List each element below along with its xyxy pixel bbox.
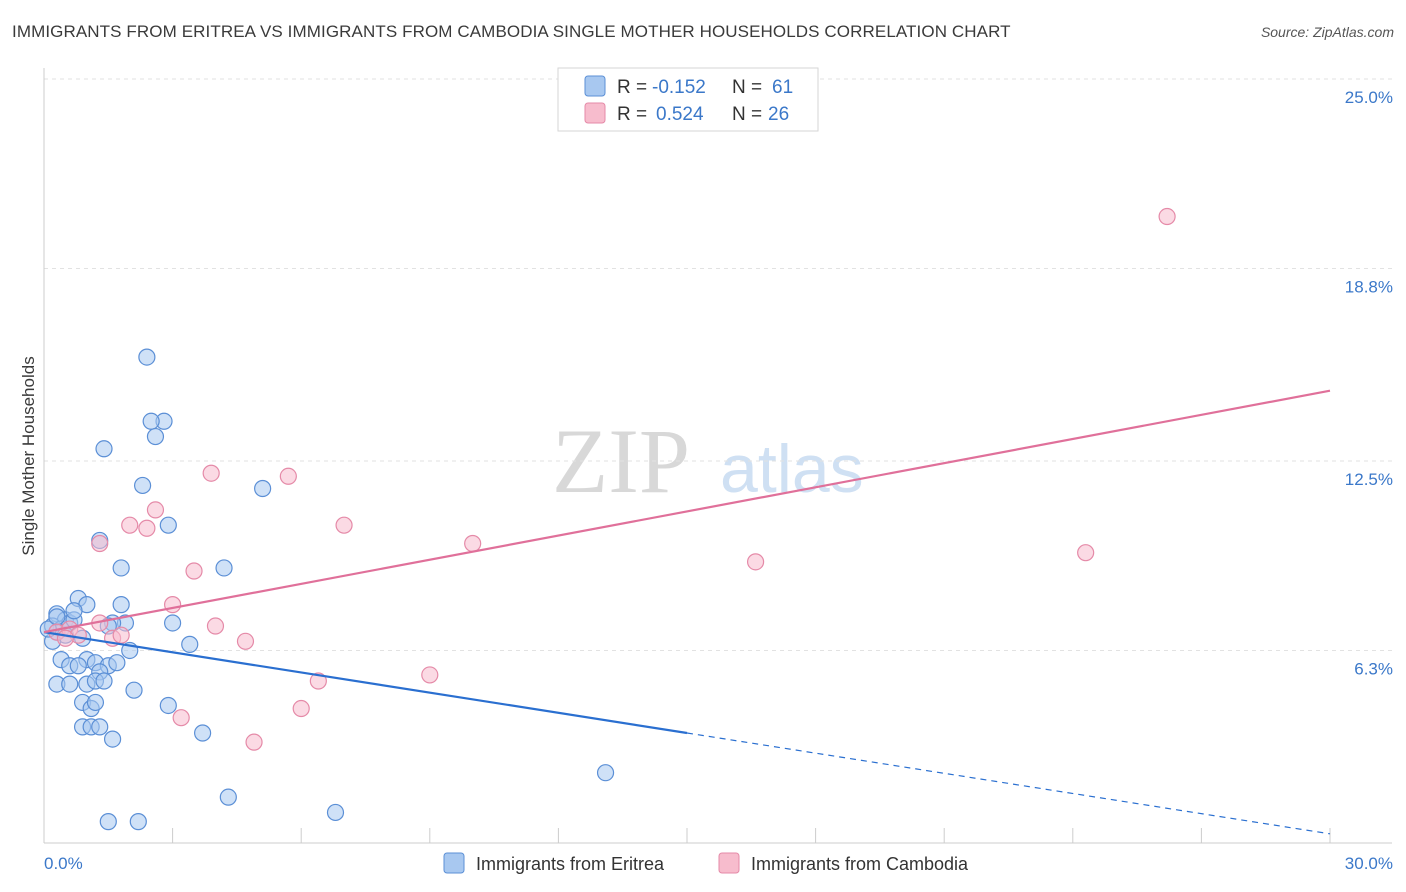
series-legend-swatch-cambodia (718, 852, 740, 874)
cambodia-point (112, 626, 130, 644)
eritrea-point (86, 693, 105, 712)
eritrea-point (91, 718, 109, 736)
gridlines (44, 78, 1392, 651)
y-axis-label: Single Mother Households (19, 356, 38, 555)
x-axis-ticks (43, 828, 1331, 843)
eritrea-point (125, 681, 143, 699)
y-tick-label: 6.3% (1354, 659, 1393, 678)
eritrea-point (181, 635, 199, 653)
eritrea-point (129, 813, 147, 831)
series-legend-swatch-eritrea (443, 852, 465, 874)
eritrea-point (142, 412, 160, 430)
eritrea-point (326, 803, 345, 822)
legend-swatch-cambodia (584, 102, 606, 124)
eritrea-point (108, 654, 126, 672)
y-tick-label: 25.0% (1345, 88, 1393, 107)
legend-r-label-cambodia: R = (617, 104, 647, 125)
cambodia-trendline (43, 389, 1331, 634)
cambodia-point (335, 516, 353, 534)
cambodia-point (185, 562, 203, 580)
series-legend-label-eritrea: Immigrants from Eritrea (476, 854, 665, 874)
trendlines (43, 389, 1331, 835)
cambodia-points (48, 207, 1176, 751)
cambodia-point (121, 516, 139, 534)
y-tick-label: 18.8% (1345, 277, 1393, 296)
cambodia-point (1158, 207, 1176, 226)
eritrea-point (138, 348, 156, 366)
eritrea-points (39, 348, 615, 831)
cambodia-point (464, 534, 482, 553)
cambodia-point (164, 596, 182, 614)
eritrea-point (61, 675, 79, 693)
eritrea-point (112, 596, 130, 614)
eritrea-trendline-extension (686, 732, 1331, 835)
legend-r-value-cambodia: 0.524 (656, 104, 704, 125)
legend-swatch-eritrea (584, 75, 606, 97)
cambodia-point (1077, 544, 1095, 562)
eritrea-point (596, 764, 615, 782)
cambodia-point (202, 464, 220, 482)
eritrea-point (65, 602, 83, 620)
y-tick-labels: 25.0% 18.8% 12.5% 6.3% (1345, 88, 1393, 678)
cambodia-point (236, 632, 255, 650)
watermark-atlas: atlas (720, 431, 864, 507)
eritrea-point (95, 440, 113, 458)
cambodia-point (292, 699, 310, 718)
eritrea-point (159, 516, 177, 534)
eritrea-point (69, 657, 87, 675)
eritrea-point (215, 559, 233, 577)
cambodia-point (746, 553, 765, 571)
eritrea-point (254, 479, 272, 498)
cambodia-point (56, 629, 75, 647)
cambodia-point (172, 709, 190, 727)
legend-n-label-cambodia: N = (732, 104, 762, 125)
eritrea-point (164, 614, 182, 632)
legend-n-value-eritrea: 61 (772, 77, 793, 98)
cambodia-point (421, 666, 439, 684)
cambodia-point (279, 467, 297, 485)
series-legend-label-cambodia: Immigrants from Cambodia (751, 854, 969, 874)
eritrea-point (95, 672, 113, 690)
legend-n-label-eritrea: N = (732, 77, 762, 98)
eritrea-point (99, 813, 117, 831)
x-tick-label-min: 0.0% (44, 854, 83, 873)
eritrea-trendline (43, 631, 688, 735)
cambodia-point (245, 733, 263, 751)
cambodia-point (309, 672, 327, 690)
legend-r-value-eritrea: -0.152 (652, 77, 706, 98)
correlation-legend: R = -0.152 N = 61 R = 0.524 N = 26 (557, 67, 819, 132)
y-tick-label: 12.5% (1345, 470, 1393, 489)
legend-n-value-cambodia: 26 (768, 104, 789, 125)
eritrea-point (48, 608, 66, 626)
chart-title: IMMIGRANTS FROM ERITREA VS IMMIGRANTS FR… (12, 22, 1011, 41)
eritrea-point (146, 427, 165, 446)
cambodia-point (206, 617, 225, 635)
cambodia-point (91, 534, 109, 553)
eritrea-point (112, 559, 130, 577)
series-legend: Immigrants from Eritrea Immigrants from … (443, 852, 969, 874)
cambodia-point (138, 519, 156, 537)
legend-r-label-eritrea: R = (617, 77, 647, 98)
cambodia-point (146, 501, 165, 519)
eritrea-point (194, 724, 212, 742)
eritrea-point (159, 696, 177, 715)
eritrea-point (219, 788, 237, 806)
eritrea-point (103, 730, 122, 748)
x-tick-label-max: 30.0% (1345, 854, 1393, 873)
source-credit: Source: ZipAtlas.com (1260, 24, 1394, 40)
eritrea-point (133, 476, 152, 495)
